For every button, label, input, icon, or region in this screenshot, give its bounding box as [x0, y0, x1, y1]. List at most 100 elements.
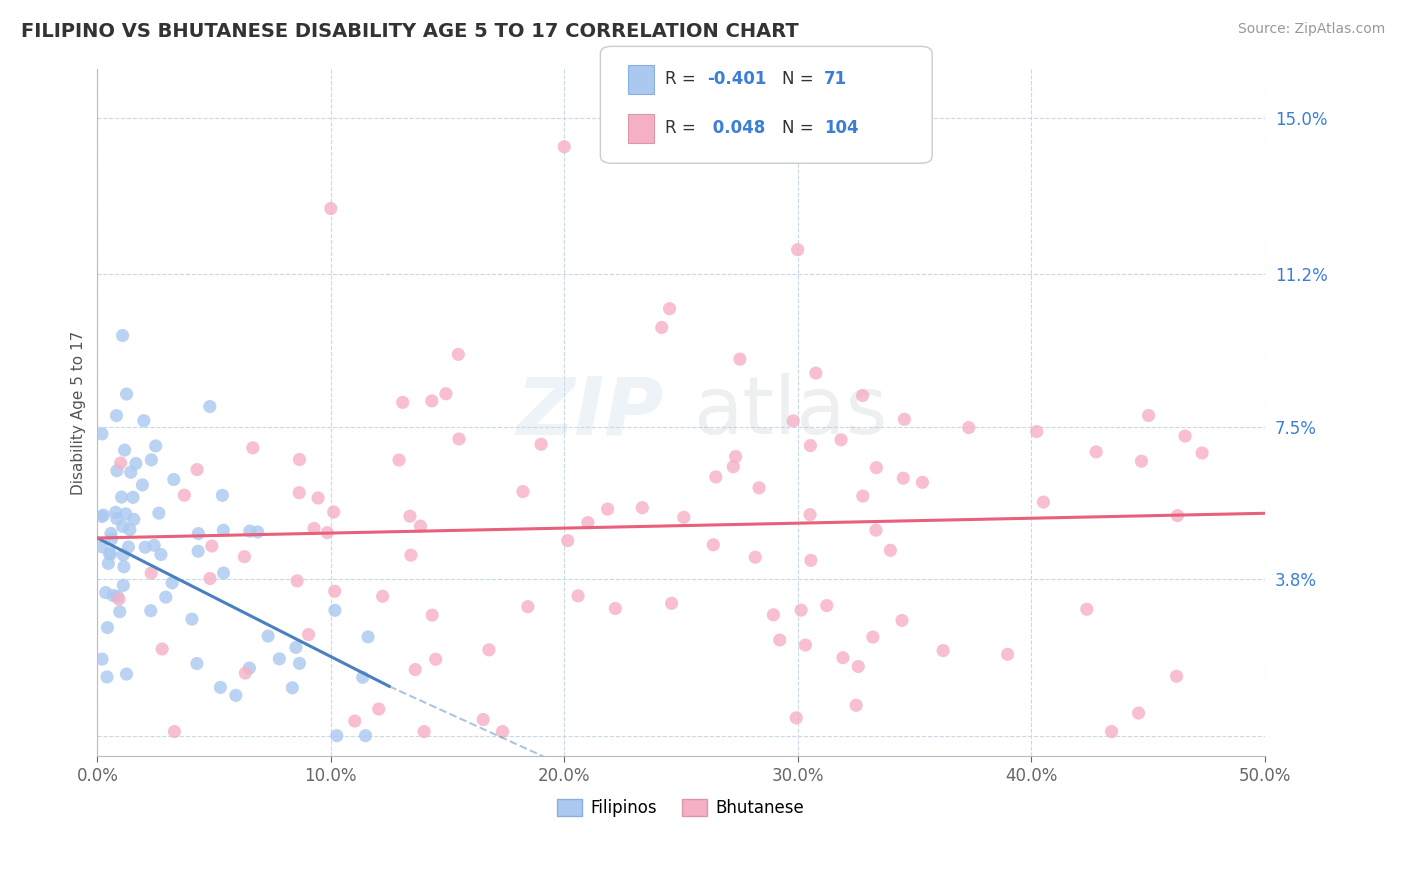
Point — [553, 140, 575, 154]
Point — [125, 457, 148, 471]
Point — [297, 627, 319, 641]
Point — [723, 459, 745, 474]
Point — [815, 599, 838, 613]
Point — [491, 724, 513, 739]
Point — [117, 540, 139, 554]
Point — [631, 500, 654, 515]
Point — [357, 630, 380, 644]
Point — [302, 521, 325, 535]
Text: N =: N = — [782, 70, 818, 88]
Point — [114, 507, 136, 521]
Point — [91, 509, 114, 524]
Point — [343, 714, 366, 728]
Text: Source: ZipAtlas.com: Source: ZipAtlas.com — [1237, 22, 1385, 37]
Text: atlas: atlas — [693, 374, 887, 451]
Point — [269, 652, 291, 666]
Point — [1166, 669, 1188, 683]
Point — [225, 689, 247, 703]
Point — [257, 629, 280, 643]
Point — [97, 557, 120, 571]
Point — [762, 607, 785, 622]
Point — [661, 596, 683, 610]
Point — [352, 670, 374, 684]
Point — [319, 202, 342, 216]
Point — [134, 540, 156, 554]
Point — [91, 426, 114, 441]
Point — [724, 450, 747, 464]
Point — [865, 460, 887, 475]
Point — [658, 301, 681, 316]
Point — [148, 506, 170, 520]
Point — [141, 566, 163, 580]
Point — [1085, 445, 1108, 459]
Point — [242, 441, 264, 455]
Point — [413, 724, 436, 739]
Point — [794, 638, 817, 652]
Point — [112, 578, 135, 592]
Point — [804, 366, 827, 380]
Point — [852, 489, 875, 503]
Point — [845, 698, 868, 713]
Point — [399, 548, 422, 562]
Point — [785, 711, 807, 725]
Point — [150, 642, 173, 657]
Point — [104, 505, 127, 519]
Point — [472, 713, 495, 727]
Point — [155, 590, 177, 604]
Point — [748, 481, 770, 495]
Point — [111, 328, 134, 343]
Point — [141, 453, 163, 467]
Point — [186, 657, 208, 671]
Point — [799, 439, 821, 453]
Point — [100, 547, 122, 561]
Point — [108, 605, 131, 619]
Point — [201, 539, 224, 553]
Point — [212, 566, 235, 580]
Point — [790, 603, 813, 617]
Point — [399, 509, 422, 524]
Point — [388, 453, 411, 467]
Point — [799, 508, 821, 522]
Point — [96, 621, 118, 635]
Point — [107, 590, 129, 604]
Point — [769, 633, 792, 648]
Point — [323, 603, 346, 617]
Point — [198, 400, 221, 414]
Point — [1128, 706, 1150, 720]
Point — [891, 471, 914, 485]
Point — [132, 414, 155, 428]
Point — [911, 475, 934, 490]
Point — [212, 523, 235, 537]
Point — [246, 524, 269, 539]
Point — [830, 433, 852, 447]
Point — [122, 512, 145, 526]
Point — [447, 432, 470, 446]
Point — [118, 523, 141, 537]
Point — [832, 650, 855, 665]
Point — [233, 549, 256, 564]
Point — [316, 525, 339, 540]
Point — [281, 681, 304, 695]
Point — [605, 601, 627, 615]
Point — [181, 612, 204, 626]
Text: -0.401: -0.401 — [707, 70, 766, 88]
Point — [530, 437, 553, 451]
Point — [1174, 429, 1197, 443]
Point — [288, 657, 311, 671]
Text: N =: N = — [782, 120, 818, 137]
Point — [288, 485, 311, 500]
Point — [728, 352, 751, 367]
Point — [997, 648, 1019, 662]
Point — [879, 543, 901, 558]
Point — [285, 574, 308, 588]
Point — [1025, 425, 1047, 439]
Point — [367, 702, 389, 716]
Point — [354, 729, 377, 743]
Point — [425, 652, 447, 666]
Point — [233, 666, 256, 681]
Point — [288, 452, 311, 467]
Point — [239, 524, 262, 538]
Point — [96, 670, 118, 684]
Text: R =: R = — [665, 120, 702, 137]
Point — [108, 592, 131, 607]
